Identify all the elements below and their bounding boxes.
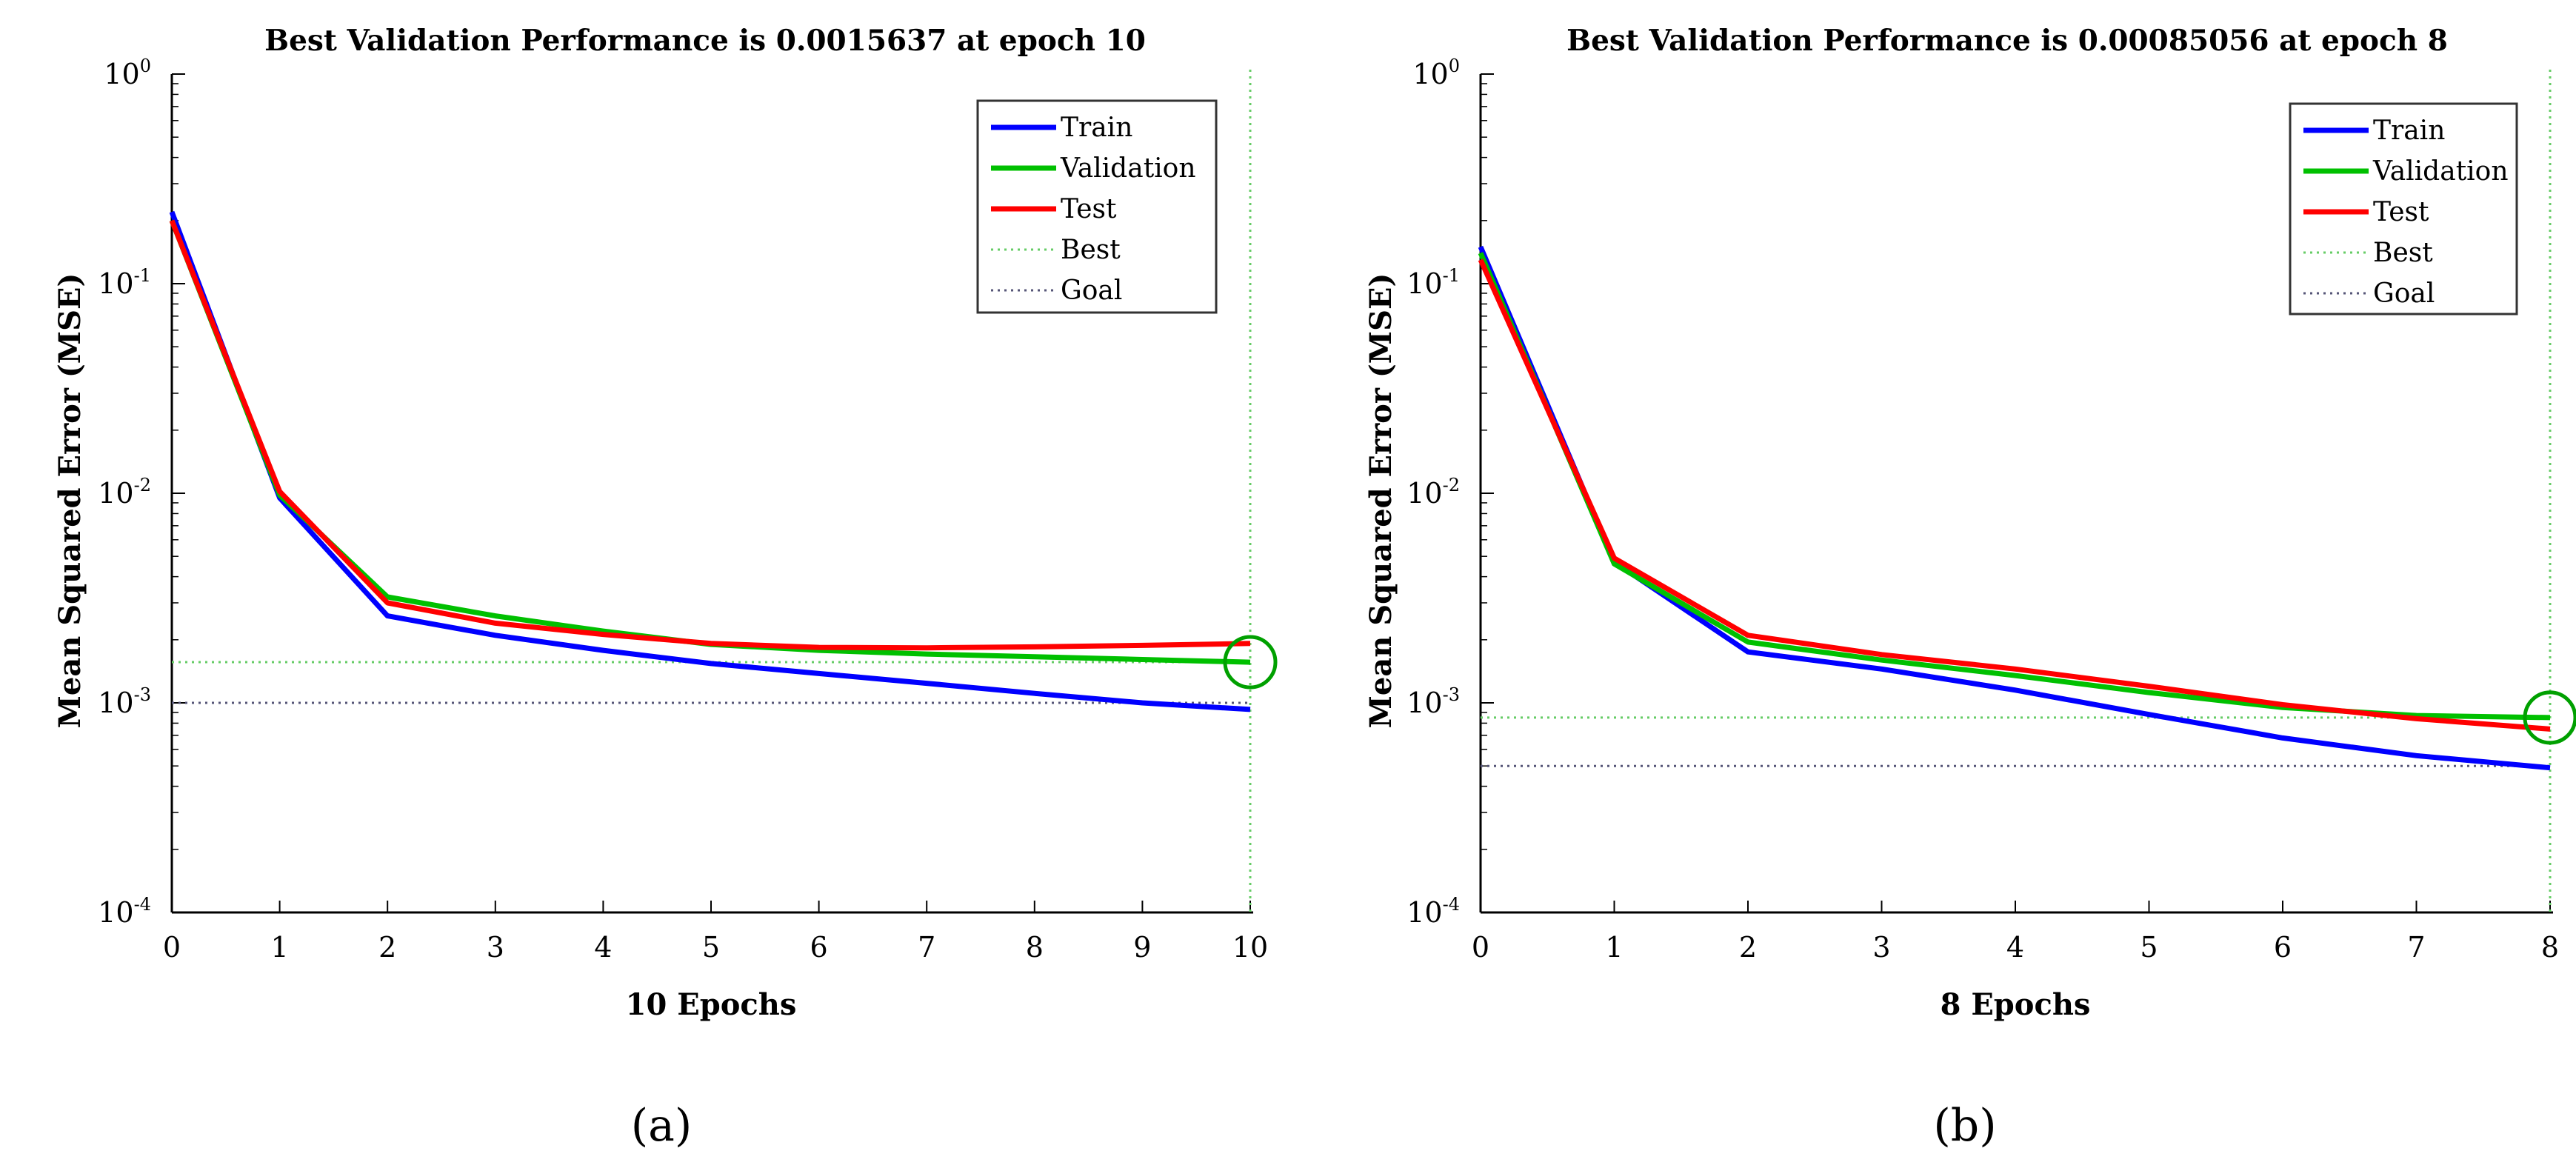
legend-label-best: Best: [1061, 235, 1121, 265]
legend-box: [2289, 102, 2518, 316]
x-tick-label: 1: [1605, 931, 1623, 964]
series-line-train: [1478, 245, 2551, 771]
x-axis-label: 8 Epochs: [1941, 987, 2091, 1022]
x-tick-label: 6: [2274, 931, 2292, 964]
y-tick-label: 100: [1412, 56, 1460, 90]
x-tick-label: 0: [163, 931, 181, 964]
x-tick-label: 3: [1872, 931, 1890, 964]
x-tick-label: 3: [487, 931, 504, 964]
y-tick-label: 10-4: [1407, 894, 1460, 929]
y-tick-label: 100: [104, 56, 151, 90]
y-tick-label: 10-1: [98, 265, 151, 300]
panel-caption: (b): [1933, 1100, 1996, 1152]
x-tick-label: 9: [1133, 931, 1151, 964]
x-tick-label: 5: [2140, 931, 2158, 964]
x-tick-label: 10: [1232, 931, 1268, 964]
chart-title: Best Validation Performance is 0.0015637…: [264, 24, 1146, 58]
legend-label-goal: Goal: [2373, 278, 2435, 309]
y-axis-label: Mean Squared Error (MSE): [53, 273, 87, 729]
x-tick-label: 7: [918, 931, 935, 964]
series-line-test: [1478, 258, 2551, 732]
legend-label-best: Best: [2373, 238, 2433, 268]
chart-title: Best Validation Performance is 0.0008505…: [1566, 24, 2448, 58]
legend-label-validation: Validation: [2372, 156, 2509, 187]
series-line-validation: [1478, 252, 2551, 721]
y-tick-label: 10-3: [1407, 684, 1460, 719]
x-tick-label: 4: [594, 931, 612, 964]
y-tick-label: 10-2: [98, 475, 151, 510]
legend-label-goal: Goal: [1061, 276, 1122, 306]
y-tick-label: 10-2: [1407, 475, 1460, 510]
panel-a: Best Validation Performance is 0.0015637…: [53, 24, 1278, 1152]
legend-label-validation: Validation: [1060, 153, 1196, 184]
x-tick-label: 0: [1472, 931, 1489, 964]
legend-label-test: Test: [2373, 197, 2429, 227]
y-axis-label: Mean Squared Error (MSE): [1364, 273, 1398, 729]
best-marker: [2523, 690, 2576, 745]
series-line-test: [169, 219, 1251, 651]
x-tick-label: 2: [1739, 931, 1757, 964]
series-line-train: [169, 210, 1251, 712]
x-tick-label: 8: [1026, 931, 1044, 964]
x-tick-label: 5: [702, 931, 720, 964]
best-marker: [1223, 635, 1278, 690]
x-tick-label: 1: [271, 931, 289, 964]
legend-label-train: Train: [2373, 116, 2445, 146]
x-tick-label: 7: [2407, 931, 2425, 964]
panel-b: Best Validation Performance is 0.0008505…: [1364, 24, 2576, 1152]
x-tick-label: 4: [2006, 931, 2024, 964]
x-tick-label: 6: [810, 931, 828, 964]
y-tick-label: 10-3: [98, 684, 151, 719]
legend-label-test: Test: [1061, 194, 1117, 224]
x-tick-label: 2: [378, 931, 396, 964]
legend-label-train: Train: [1061, 113, 1132, 143]
y-tick-label: 10-1: [1407, 265, 1460, 300]
x-tick-label: 8: [2541, 931, 2559, 964]
panel-caption: (a): [631, 1100, 693, 1152]
x-axis-label: 10 Epochs: [626, 987, 797, 1022]
y-tick-label: 10-4: [98, 894, 151, 929]
